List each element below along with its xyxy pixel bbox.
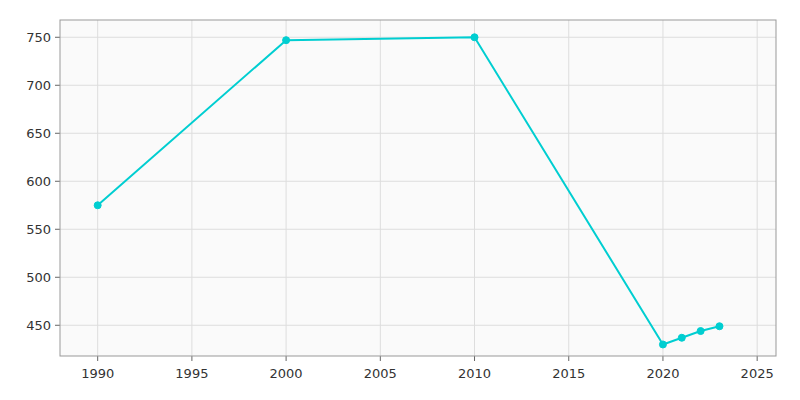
y-tick-mark bbox=[55, 181, 60, 182]
point bbox=[659, 341, 666, 348]
point bbox=[716, 323, 723, 330]
chart-container: 1990 1995 2000 2005 2010 2015 2020 2025 450 500 55… bbox=[0, 0, 800, 400]
x-tick-label: 2020 bbox=[646, 366, 679, 381]
y-tick-label: 450 bbox=[26, 318, 51, 333]
y-tick-label: 500 bbox=[26, 270, 51, 285]
y-tick-mark bbox=[55, 37, 60, 38]
y-tick-mark bbox=[55, 325, 60, 326]
y-grid-line bbox=[60, 85, 776, 86]
y-grid-line bbox=[60, 181, 776, 182]
point bbox=[471, 34, 478, 41]
y-tick-label: 600 bbox=[26, 174, 51, 189]
x-grid-line bbox=[662, 20, 663, 356]
y-tick-label: 700 bbox=[26, 78, 51, 93]
point bbox=[283, 37, 290, 44]
y-tick-mark bbox=[55, 133, 60, 134]
y-grid-line bbox=[60, 277, 776, 278]
x-tick-mark bbox=[662, 356, 663, 361]
y-tick-mark bbox=[55, 85, 60, 86]
y-tick-mark bbox=[55, 229, 60, 230]
x-tick-label: 1995 bbox=[175, 366, 208, 381]
x-tick-mark bbox=[474, 356, 475, 361]
ticks: 1990 1995 2000 2005 2010 2015 2020 2025 450 500 55… bbox=[26, 30, 774, 381]
y-tick-label: 750 bbox=[26, 30, 51, 45]
y-tick-label: 550 bbox=[26, 222, 51, 237]
chart: 1990 1995 2000 2005 2010 2015 2020 2025 450 500 55… bbox=[0, 0, 800, 400]
plot-frame bbox=[60, 20, 776, 356]
plot-background bbox=[60, 20, 776, 356]
x-tick-label: 1990 bbox=[81, 366, 114, 381]
x-grid-line bbox=[757, 20, 758, 356]
point bbox=[678, 334, 685, 341]
x-tick-label: 2015 bbox=[552, 366, 585, 381]
x-tick-label: 2010 bbox=[458, 366, 491, 381]
x-grid-line bbox=[474, 20, 475, 356]
x-grid-line bbox=[286, 20, 287, 356]
x-tick-label: 2000 bbox=[270, 366, 303, 381]
y-grid-line bbox=[60, 133, 776, 134]
x-tick-mark bbox=[286, 356, 287, 361]
y-grid-line bbox=[60, 325, 776, 326]
point bbox=[697, 328, 704, 335]
x-tick-label: 2025 bbox=[741, 366, 774, 381]
x-tick-label: 2005 bbox=[364, 366, 397, 381]
point bbox=[94, 202, 101, 209]
x-grid-line bbox=[97, 20, 98, 356]
x-tick-mark bbox=[191, 356, 192, 361]
x-grid-line bbox=[191, 20, 192, 356]
x-tick-mark bbox=[97, 356, 98, 361]
x-tick-mark bbox=[757, 356, 758, 361]
y-grid-line bbox=[60, 229, 776, 230]
x-grid-line bbox=[568, 20, 569, 356]
x-tick-mark bbox=[568, 356, 569, 361]
line bbox=[98, 37, 720, 344]
y-tick-label: 650 bbox=[26, 126, 51, 141]
data-layer bbox=[94, 34, 723, 348]
grid bbox=[60, 20, 776, 356]
x-tick-mark bbox=[380, 356, 381, 361]
y-tick-mark bbox=[55, 277, 60, 278]
x-grid-line bbox=[380, 20, 381, 356]
